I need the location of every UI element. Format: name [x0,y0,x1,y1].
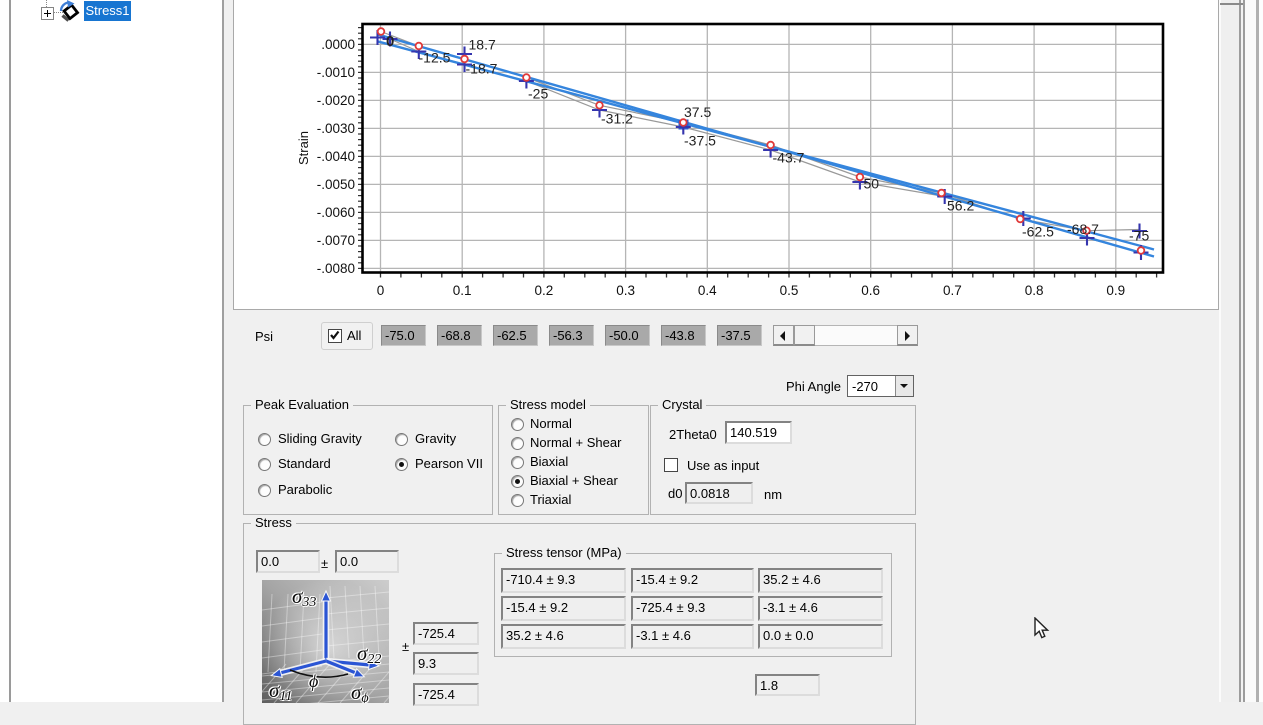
svg-text:-.0020: -.0020 [317,93,355,108]
svg-text:ϕ: ϕ [309,671,318,691]
svg-text:0.3: 0.3 [616,283,635,298]
svg-text:.0000: .0000 [321,37,355,52]
svg-text:50: 50 [864,176,880,192]
svg-text:0.9: 0.9 [1106,283,1125,298]
svg-text:-31.2: -31.2 [601,111,633,127]
svg-text:0: 0 [386,33,394,50]
svg-text:37.5: 37.5 [684,104,711,120]
svg-text:-75: -75 [1129,228,1149,244]
svg-text:18.7: 18.7 [469,37,496,53]
svg-text:Strain: Strain [296,131,311,165]
svg-text:56.2: 56.2 [947,198,974,214]
svg-text:-62.5: -62.5 [1022,224,1054,240]
svg-text:ϕ: ϕ [308,671,317,691]
svg-text:-.0040: -.0040 [317,149,355,164]
svg-text:-25: -25 [528,86,548,102]
svg-text:-.0080: -.0080 [317,261,355,276]
svg-text:-43.7: -43.7 [773,150,805,166]
svg-text:-.0030: -.0030 [317,121,355,136]
svg-text:-.0070: -.0070 [317,233,355,248]
svg-text:ϕ: ϕ [310,672,319,692]
svg-text:0.6: 0.6 [861,283,880,298]
svg-text:ϕ: ϕ [309,670,318,690]
svg-text:-.0050: -.0050 [317,177,355,192]
svg-text:0: 0 [377,283,385,298]
svg-text:-.0010: -.0010 [317,65,355,80]
svg-text:ϕ: ϕ [310,671,319,691]
svg-text:-18.7: -18.7 [466,61,498,77]
svg-text:-12.5: -12.5 [419,50,451,66]
svg-text:-.0060: -.0060 [317,205,355,220]
svg-text:-68.7: -68.7 [1067,221,1099,237]
svg-text:0.2: 0.2 [535,283,554,298]
svg-text:0.7: 0.7 [943,283,962,298]
svg-text:ϕ: ϕ [309,672,318,692]
svg-text:0.8: 0.8 [1025,283,1044,298]
svg-text:-37.5: -37.5 [684,133,716,149]
svg-text:0.5: 0.5 [780,283,799,298]
svg-text:ϕ: ϕ [308,670,317,690]
svg-text:0.1: 0.1 [453,283,472,298]
svg-text:0.4: 0.4 [698,283,717,298]
